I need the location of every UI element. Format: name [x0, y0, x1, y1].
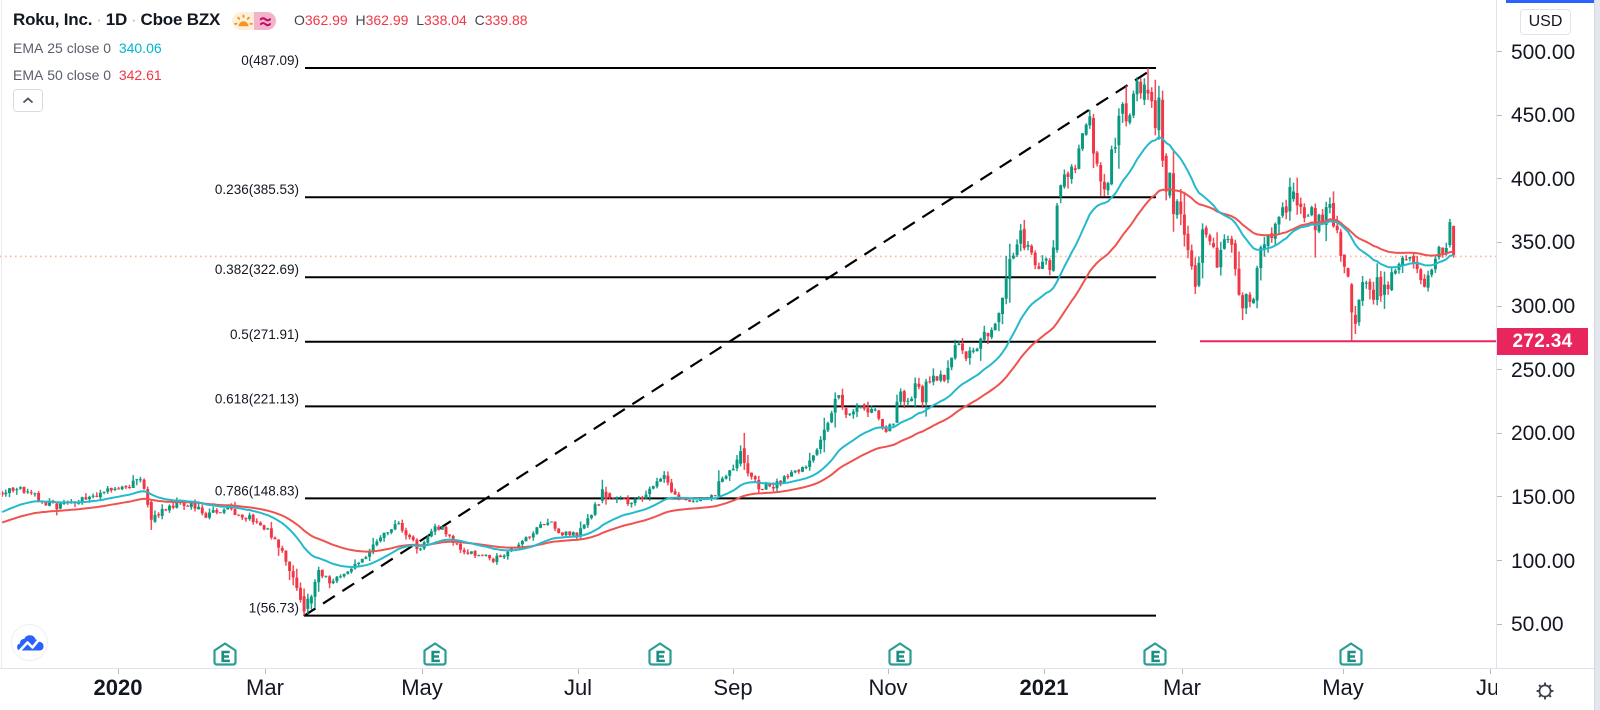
- svg-text:0.786(148.83): 0.786(148.83): [215, 483, 299, 498]
- svg-text:0.5(271.91): 0.5(271.91): [230, 327, 299, 342]
- svg-text:0.236(385.53): 0.236(385.53): [215, 182, 299, 197]
- svg-text:1(56.73): 1(56.73): [249, 601, 299, 616]
- svg-text:0.382(322.69): 0.382(322.69): [215, 262, 299, 277]
- svg-text:0(487.09): 0(487.09): [241, 53, 299, 68]
- svg-text:0.618(221.13): 0.618(221.13): [215, 391, 299, 406]
